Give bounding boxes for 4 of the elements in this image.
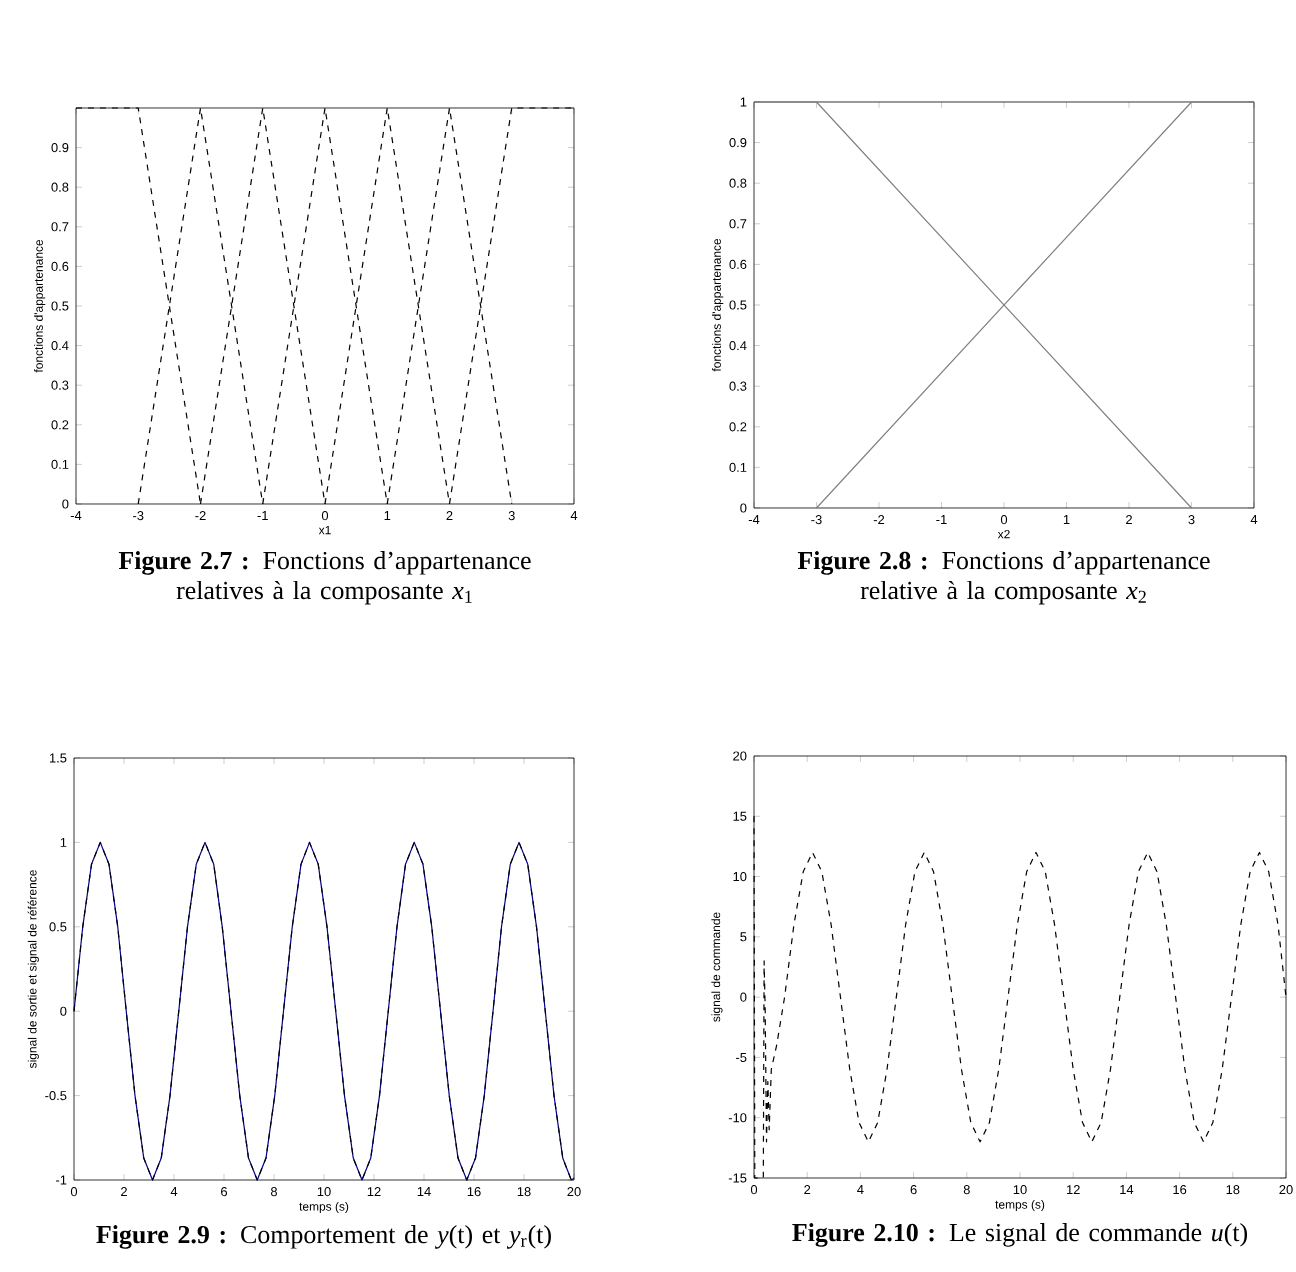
text: Figure 2.8 : Fonctions d’appartenance relative à la composante x$_{2}$ — [797, 551, 1210, 605]
text: Figure 2.9 : Comportement de y(t) et y$_{r}$(t) — [96, 1225, 551, 1249]
text: Figure 2.10 : Le signal de commande u(t) — [792, 1223, 1248, 1247]
text: Figure 2.7 : Fonctions d’appartenance relatives à la composante x$_{1}$ — [118, 551, 531, 605]
